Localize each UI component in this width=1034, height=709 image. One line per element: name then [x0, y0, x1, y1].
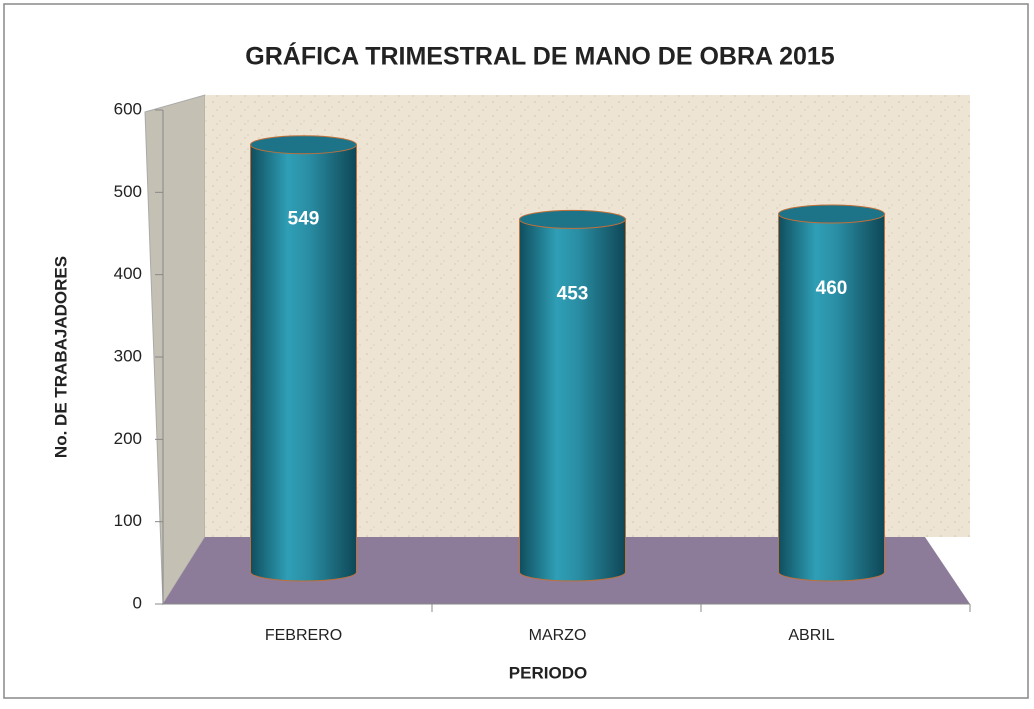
y-tick-label: 200 — [114, 429, 142, 448]
x-tick-label: MARZO — [529, 627, 587, 644]
y-tick-label: 400 — [114, 264, 142, 283]
y-tick-label: 300 — [114, 346, 142, 365]
value-label: 549 — [288, 209, 320, 230]
bar-top — [778, 204, 885, 224]
y-axis-label: No. DE TRABAJADORES — [51, 256, 70, 458]
bar — [519, 218, 626, 582]
x-tick-label: FEBRERO — [265, 627, 342, 644]
y-tick-label: 600 — [114, 99, 142, 118]
x-axis-label: PERIODO — [509, 663, 587, 682]
value-label: 460 — [816, 278, 848, 299]
bar-top — [250, 135, 357, 155]
y-tick-label: 0 — [133, 593, 142, 612]
bar — [250, 144, 357, 582]
value-label: 453 — [557, 283, 589, 304]
bar — [778, 213, 885, 582]
bar-top — [519, 209, 626, 229]
x-tick-label: ABRIL — [788, 627, 834, 644]
y-tick-label: 100 — [114, 511, 142, 530]
y-tick-label: 500 — [114, 182, 142, 201]
chart-title: GRÁFICA TRIMESTRAL DE MANO DE OBRA 2015 — [245, 42, 835, 71]
